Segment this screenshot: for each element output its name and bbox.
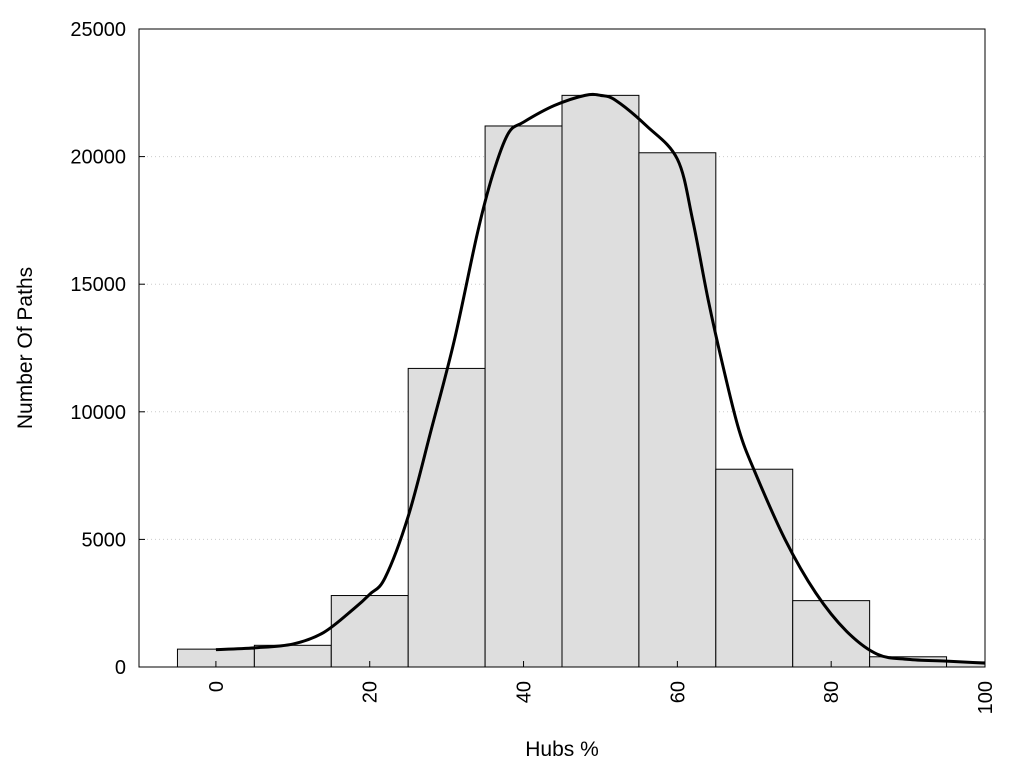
x-tick-label: 20 — [360, 681, 382, 703]
histogram-bar — [484, 125, 563, 668]
x-axis-label: Hubs % — [525, 738, 599, 761]
grid-layer — [139, 156, 985, 540]
histogram-bar — [561, 94, 640, 668]
x-tick-label: 0 — [206, 681, 228, 692]
plot-frame — [138, 28, 986, 668]
y-tick-label: 0 — [115, 657, 126, 679]
y-tick-label: 10000 — [70, 402, 126, 424]
bars-layer — [176, 94, 986, 668]
density-line-layer — [215, 92, 986, 665]
histogram-bar — [330, 595, 409, 668]
y-ticks-layer: 0 5000 10000 15000 20000 25000 — [70, 19, 145, 679]
y-tick-label: 5000 — [82, 529, 127, 551]
y-tick-label: 15000 — [70, 274, 126, 296]
y-tick-label: 25000 — [70, 19, 126, 41]
x-tick-label: 40 — [514, 681, 536, 703]
x-tick-label: 80 — [821, 681, 843, 703]
histogram-bar — [715, 468, 794, 668]
x-ticks-layer: 0 20 40 60 80 100 — [206, 661, 997, 714]
x-tick-label: 60 — [667, 681, 689, 703]
histogram-bar — [407, 367, 486, 668]
x-tick-label: 100 — [975, 681, 997, 714]
y-tick-label: 20000 — [70, 147, 126, 169]
density-line — [215, 92, 986, 665]
y-axis-label: Number Of Paths — [14, 267, 37, 429]
histogram-bar — [792, 600, 871, 668]
histogram-bar — [638, 152, 717, 668]
